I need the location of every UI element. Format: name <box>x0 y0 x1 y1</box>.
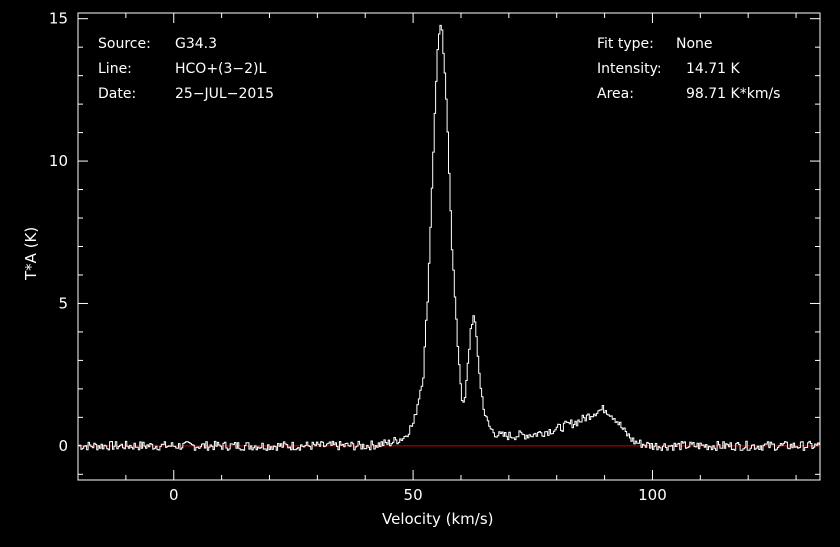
line-label: Line: <box>98 61 132 77</box>
fit-type-value: None <box>676 36 713 52</box>
x-tick-label: 50 <box>404 486 423 504</box>
y-tick-label: 5 <box>58 294 68 312</box>
spectrum-line <box>78 24 820 451</box>
date-label: Date: <box>98 86 137 102</box>
y-tick-label: 15 <box>49 10 68 28</box>
source-label: Source: <box>98 36 151 52</box>
y-tick-label: 10 <box>49 152 68 170</box>
x-tick-label: 100 <box>638 486 667 504</box>
y-axis-title: T*A (K) <box>22 226 40 280</box>
tick-labels: 0 50 100 0 5 10 15 <box>49 10 667 504</box>
axis-ticks <box>77 13 820 480</box>
area-value: 98.71 K*km/s <box>686 86 781 102</box>
date-value: 25−JUL−2015 <box>175 86 275 102</box>
plot-frame <box>77 12 821 481</box>
fit-type-label: Fit type: <box>597 36 654 52</box>
y-tick-label: 0 <box>58 437 68 455</box>
x-tick-label: 0 <box>169 486 179 504</box>
x-axis-title: Velocity (km/s) <box>382 510 494 528</box>
intensity-value: 14.71 K <box>686 61 740 77</box>
source-value: G34.3 <box>175 36 218 52</box>
area-label: Area: <box>597 86 634 102</box>
intensity-label: Intensity: <box>597 61 662 77</box>
line-value: HCO+(3−2)L <box>175 61 267 77</box>
